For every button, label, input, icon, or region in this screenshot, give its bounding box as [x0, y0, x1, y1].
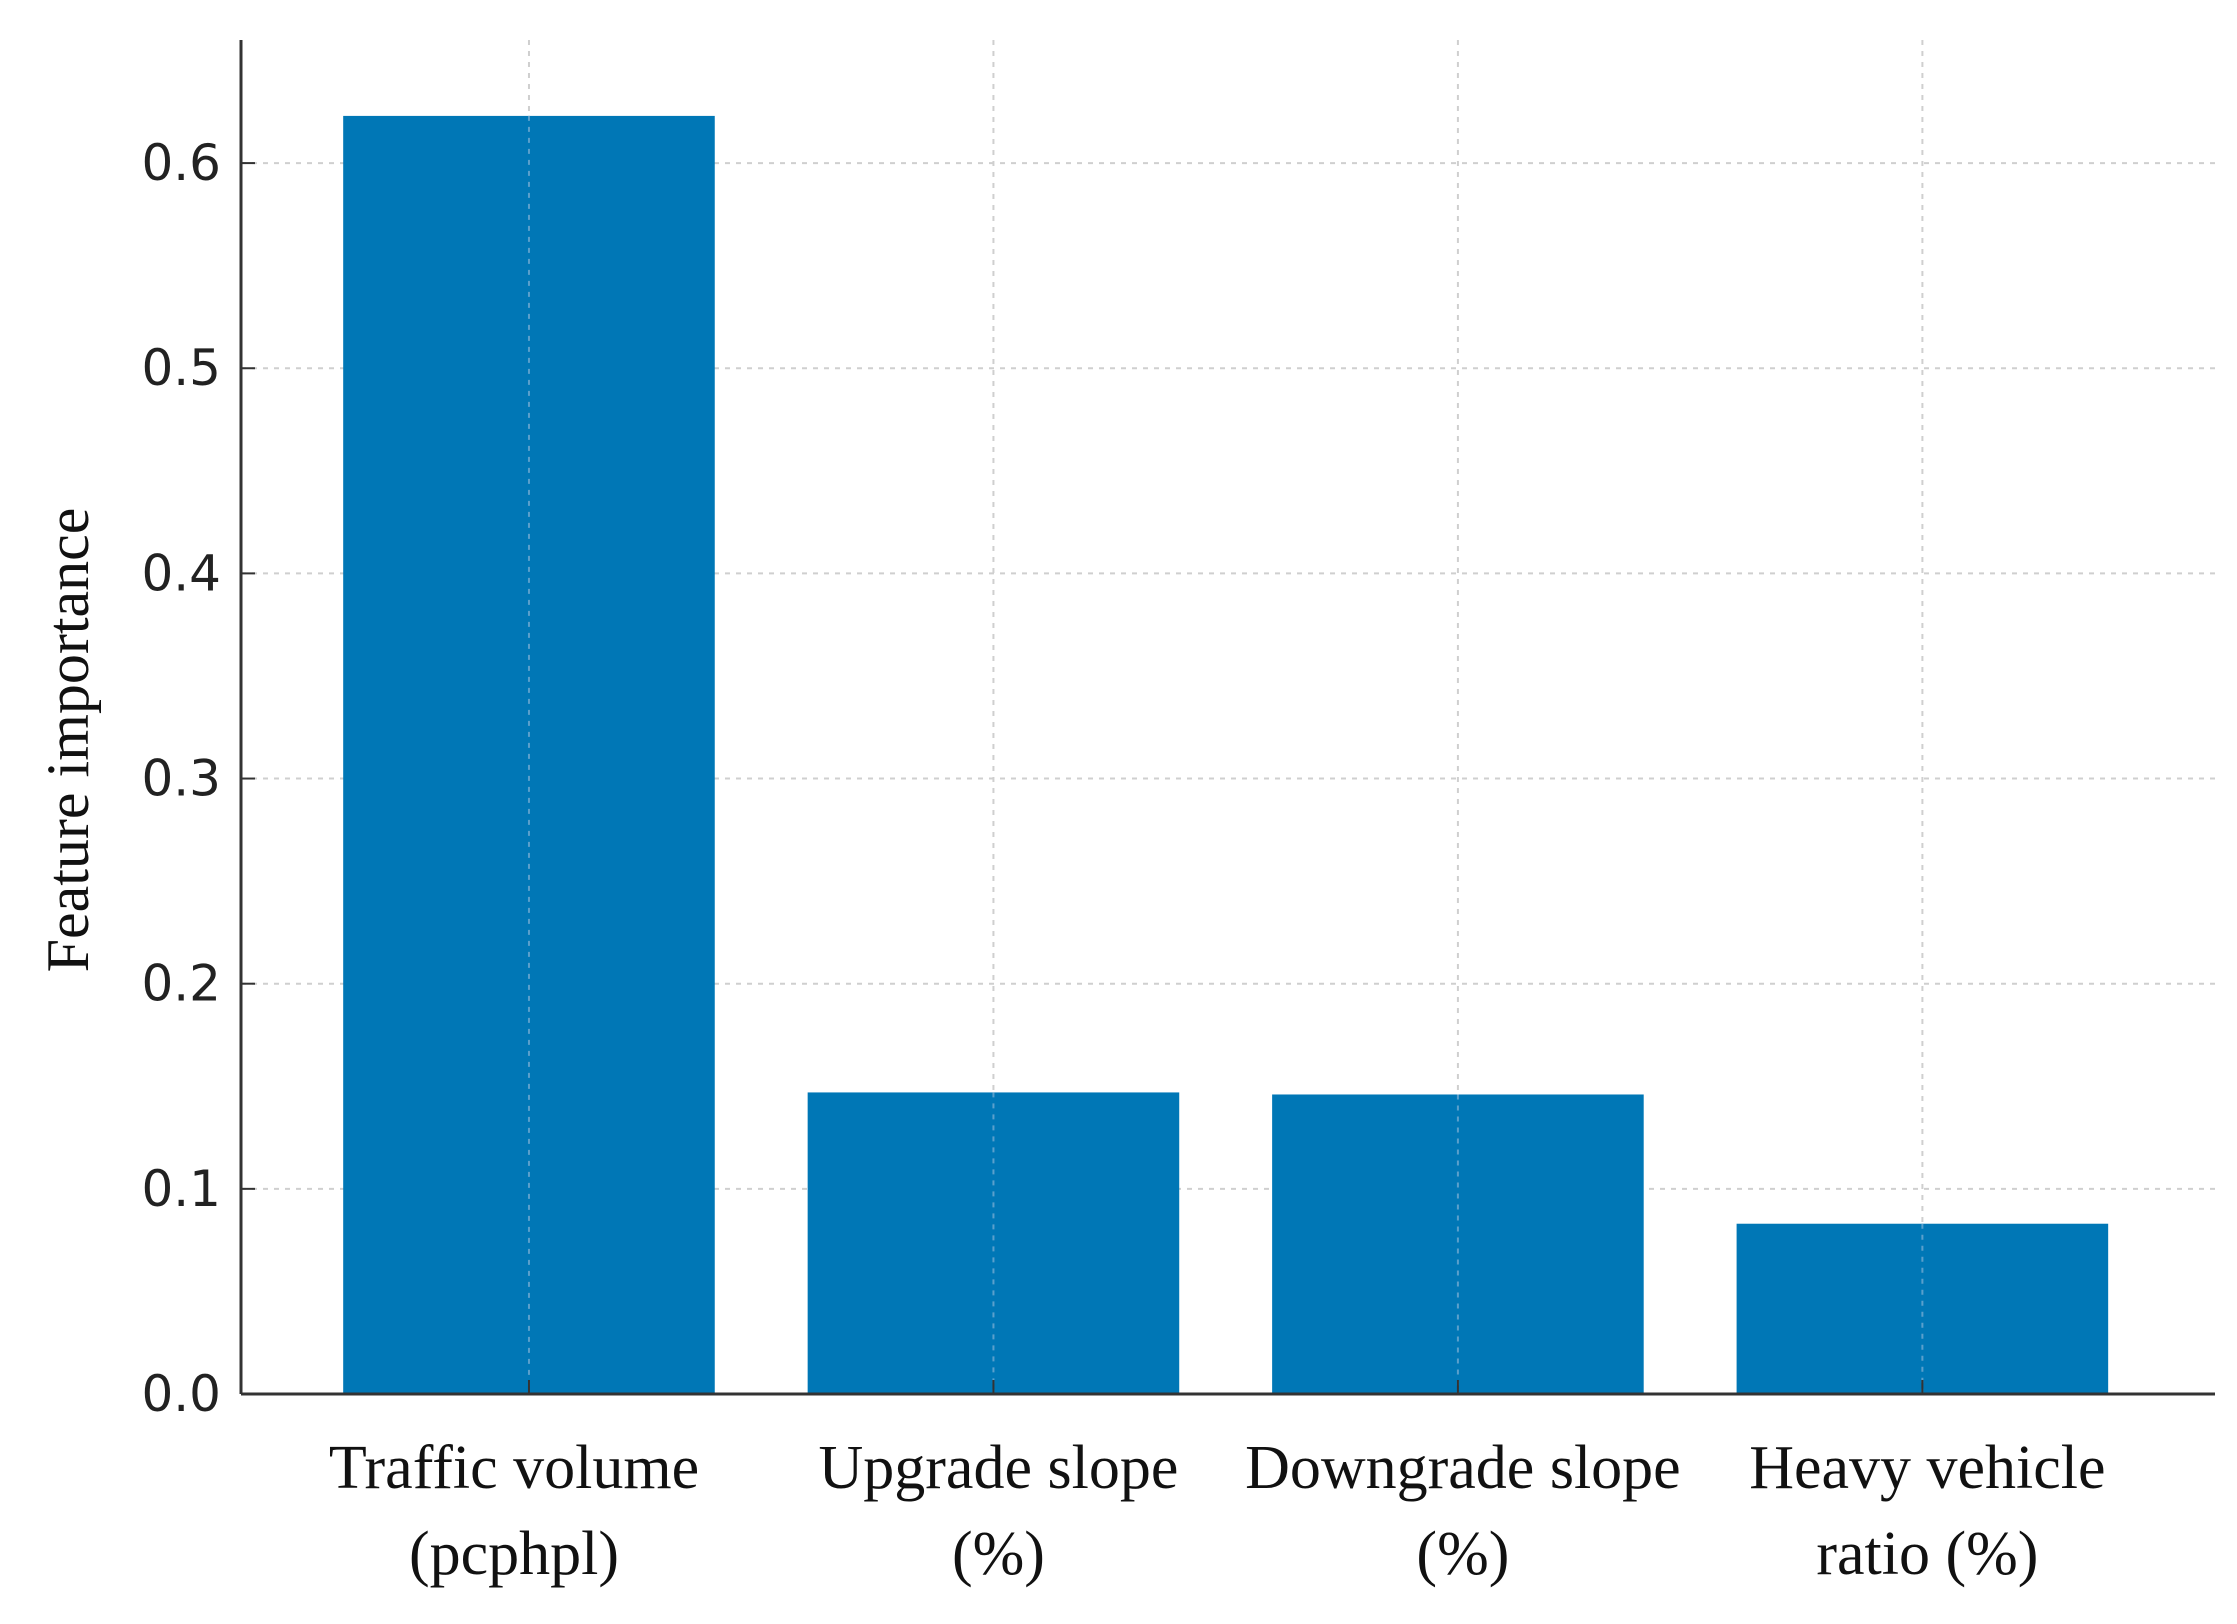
x-tick-labels: Traffic volume (pcphpl)Upgrade slope (%)Do… [329, 1434, 2106, 1588]
x-tick-label-line: Downgrade slope [1245, 1434, 1681, 1502]
x-tick-label-line: Traffic volume [329, 1434, 699, 1502]
x-tick-label: Traffic volume (pcphpl) [329, 1434, 699, 1588]
bars [343, 115, 2109, 1395]
y-tick-labels: 0.0 0.1 0.2 0.3 0.4 0.5 0.6 [141, 134, 221, 1423]
x-tick-label: Upgrade slope (%) [819, 1434, 1179, 1588]
y-tick-label: 0.4 [141, 544, 221, 602]
y-tick-label: 0.3 [141, 750, 221, 808]
x-tick-label-line: Upgrade slope [819, 1434, 1179, 1502]
x-tick-label-line: Heavy vehicle [1749, 1434, 2105, 1502]
x-tick-label-line: (%) [1416, 1520, 1509, 1588]
x-tick-label-line: (%) [952, 1520, 1045, 1588]
y-tick-label: 0.1 [141, 1160, 221, 1218]
x-tick-label: Downgrade slope (%) [1245, 1434, 1681, 1588]
y-tick-label: 0.5 [141, 339, 221, 397]
x-tick-label-line: (pcphpl) [409, 1520, 619, 1588]
bar [1736, 1223, 2109, 1394]
bar [1272, 1094, 1644, 1394]
axes [239, 40, 2215, 1396]
bar [807, 1092, 1180, 1394]
x-tick-label-line: ratio (%) [1816, 1520, 2038, 1588]
y-tick-label: 0.0 [141, 1365, 221, 1423]
y-tick-label: 0.6 [141, 134, 221, 192]
y-tick-label: 0.2 [141, 955, 221, 1013]
y-axis-label: Feature importance [35, 508, 101, 973]
x-tick-label: Heavy vehicle ratio (%) [1749, 1434, 2105, 1588]
